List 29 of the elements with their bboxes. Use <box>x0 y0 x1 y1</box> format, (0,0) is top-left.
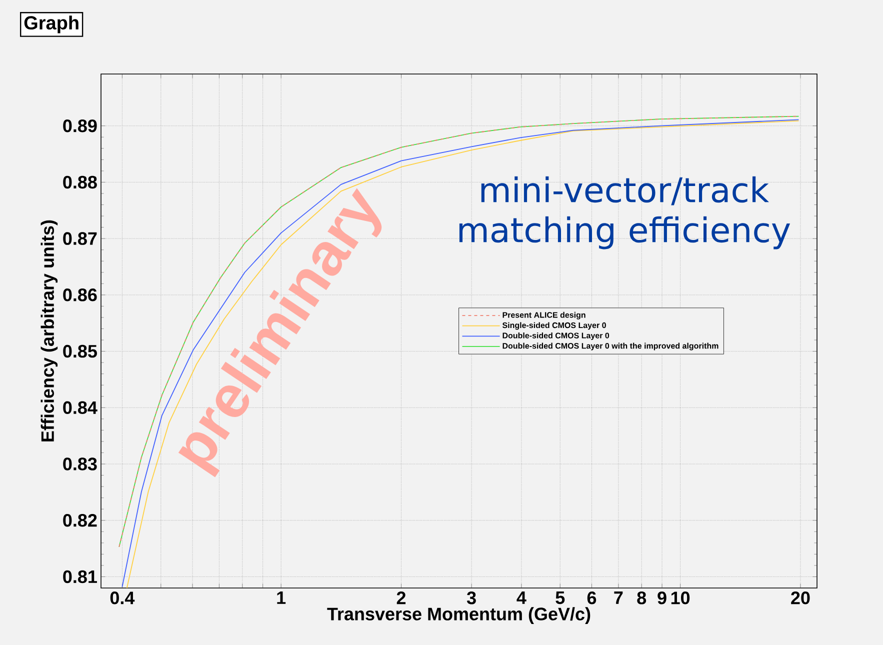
y-tick-label: 0.82 <box>63 514 97 527</box>
legend-label: Single-sided CMOS Layer 0 <box>502 322 606 330</box>
x-tick-label: 2 <box>396 592 406 604</box>
annotation: mini-vector/track matching efficiency <box>459 176 790 250</box>
x-tick-label: 1 <box>277 592 286 604</box>
y-axis-title: Efficiency (arbitrary units) <box>40 220 58 442</box>
x-tick-label: 6 <box>587 592 596 604</box>
x-tick-label: 4 <box>516 592 526 604</box>
legend-label: Present ALICE design <box>502 312 586 320</box>
x-tick-label: 0.4 <box>110 592 135 604</box>
x-tick-label: 10 <box>671 592 690 604</box>
legend-label: Double-sided CMOS Layer 0 with the improved algorithm <box>502 342 718 350</box>
x-tick-label: 5 <box>556 592 565 604</box>
x-tick-label: 20 <box>791 592 810 604</box>
y-tick-label: 0.86 <box>63 288 97 302</box>
y-tick-label: 0.84 <box>63 401 98 414</box>
x-tick-label: 9 <box>658 592 666 604</box>
y-tick-label: 0.88 <box>63 176 97 189</box>
legend-label: Double-sided CMOS Layer 0 <box>502 332 610 340</box>
x-axis-title: Transverse Momentum (GeV/c) <box>327 607 590 624</box>
y-tick-label: 0.85 <box>63 344 97 358</box>
x-tick-label: 8 <box>637 592 646 604</box>
y-tick-label: 0.81 <box>63 570 97 584</box>
y-tick-label: 0.87 <box>63 232 97 245</box>
y-tick-label: 0.89 <box>63 119 97 132</box>
chart-title: Graph <box>24 16 78 34</box>
x-tick-label: 7 <box>614 592 623 604</box>
x-tick-label: 3 <box>466 592 476 604</box>
y-tick-label: 0.83 <box>63 458 97 470</box>
